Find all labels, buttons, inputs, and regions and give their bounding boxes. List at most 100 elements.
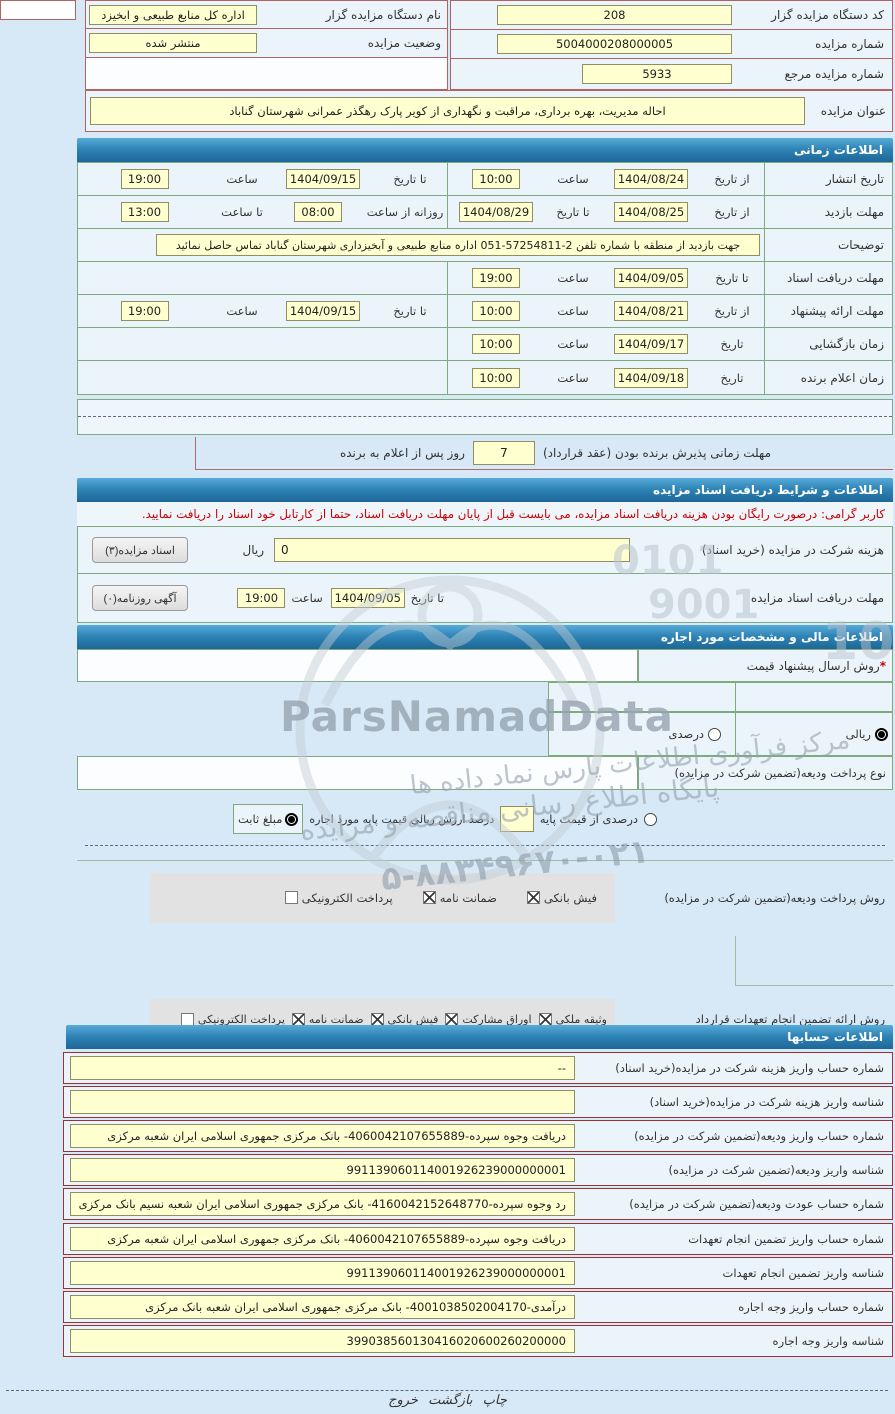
to-date-caption: تا تاریخ bbox=[393, 172, 427, 186]
percent-caption: درصد ارزش ریالی قیمت پایه مورد اجاره bbox=[309, 812, 495, 826]
price-type-percent-cell[interactable]: درصدی bbox=[548, 712, 735, 756]
rial-radio-label: ریالی bbox=[845, 727, 871, 741]
docs-to-date-field[interactable]: 1404/09/05 bbox=[614, 268, 688, 288]
option-label: فیش بانکی bbox=[387, 1012, 439, 1026]
deposit-method-option-guarantee-letter[interactable]: ضمانت نامه bbox=[422, 890, 497, 905]
offer-to-date-field[interactable]: 1404/09/15 bbox=[286, 301, 360, 321]
guarantee-option-guarantee-letter[interactable]: ضمانت نامه bbox=[291, 1012, 364, 1026]
footer-separator bbox=[6, 1390, 888, 1391]
account-row-field[interactable]: 991139060114001926239000000001 bbox=[70, 1261, 575, 1285]
auction-ref-field[interactable]: 5933 bbox=[582, 64, 732, 84]
deposit-method-option-bank-slip[interactable]: فیش بانکی bbox=[526, 891, 597, 905]
guarantee-option-bonds[interactable]: اوراق مشارکت bbox=[445, 1012, 532, 1026]
award-days-field[interactable]: 7 bbox=[472, 441, 535, 465]
publish-to-date-field[interactable]: 1404/09/15 bbox=[286, 169, 360, 189]
option-label: وثیقه ملکی bbox=[555, 1012, 607, 1026]
winner-time-field[interactable]: 10:00 bbox=[472, 367, 520, 388]
device-code-field[interactable]: 208 bbox=[497, 5, 732, 25]
docs-deadline-date-field[interactable]: 1404/09/05 bbox=[330, 588, 405, 608]
bank-slip-checkbox[interactable] bbox=[370, 1012, 384, 1026]
publish-from-time-field[interactable]: 10:00 bbox=[472, 169, 520, 189]
deposit-pay-type-row: نوع پرداخت ودیعه(تضمین شرکت در مزایده) bbox=[77, 756, 893, 790]
account-row-label: شماره حساب واریز هزینه شرکت در مزایده(خر… bbox=[615, 1061, 884, 1075]
exit-link[interactable]: خروج bbox=[388, 1393, 418, 1408]
offer-from-date-field[interactable]: 1404/08/21 bbox=[614, 301, 688, 321]
account-row-rent-number: شماره حساب واریز وجه اجاره درآمدی-400103… bbox=[63, 1291, 893, 1323]
account-row-deposit-id: شناسه واریز ودیعه(تضمین شرکت در مزایده) … bbox=[63, 1154, 893, 1186]
status-badge: منتشر شده bbox=[89, 33, 257, 53]
fixed-amount-cell[interactable]: مبلغ ثابت bbox=[233, 804, 304, 834]
offer-to-time-field[interactable]: 19:00 bbox=[120, 301, 169, 321]
opening-date-field[interactable]: 1404/09/17 bbox=[614, 334, 688, 354]
opening-time-field[interactable]: 10:00 bbox=[472, 334, 520, 354]
visit-from-date-field[interactable]: 1404/08/25 bbox=[614, 202, 688, 222]
auction-title-field[interactable]: احاله مدیریت، بهره برداری، مراقبت و نگهد… bbox=[90, 97, 805, 125]
publish-from-date-field[interactable]: 1404/08/24 bbox=[614, 169, 688, 189]
back-link[interactable]: بازگشت bbox=[428, 1393, 473, 1408]
award-acceptance-row: مهلت زمانی پذیرش برنده بودن (عقد قرارداد… bbox=[195, 437, 893, 470]
account-row-rent-id: شناسه واریز وجه اجاره 399038560130416020… bbox=[63, 1325, 893, 1357]
bonds-checkbox[interactable] bbox=[445, 1012, 459, 1026]
to-date-caption: تا تاریخ bbox=[410, 591, 444, 605]
org-name-field[interactable]: اداره کل منابع طبیعی و ابخیزد bbox=[89, 4, 257, 25]
winner-date-field[interactable]: 1404/09/18 bbox=[614, 367, 688, 388]
guarantee-letter-checkbox[interactable] bbox=[422, 891, 436, 904]
device-code-label: کد دستگاه مزایده گزار bbox=[771, 8, 884, 22]
deposit-pay-type-label: نوع پرداخت ودیعه(تضمین شرکت در مزایده) bbox=[674, 766, 886, 780]
guarantee-letter-checkbox[interactable] bbox=[291, 1012, 305, 1026]
electronic-payment-checkbox[interactable] bbox=[180, 1012, 194, 1026]
deposit-method-option-electronic[interactable]: پرداخت الکترونیکی bbox=[284, 890, 393, 905]
guarantee-option-electronic[interactable]: پرداخت الکترونیکی bbox=[180, 1012, 285, 1026]
newspaper-ad-button[interactable]: آگهی روزنامه(۰) bbox=[92, 585, 188, 611]
guarantee-option-bank-slip[interactable]: فیش بانکی bbox=[370, 1012, 439, 1026]
account-row-label: شناسه واریز وجه اجاره bbox=[772, 1334, 884, 1348]
account-row-field[interactable]: 991139060114001926239000000001 bbox=[70, 1158, 575, 1182]
docs-section-header: اطلاعات و شرایط دریافت اسناد مزایده bbox=[77, 478, 893, 502]
option-label: پرداخت الکترونیکی bbox=[301, 890, 393, 905]
account-row-field[interactable]: دریافت وجوه سپرده-4060042107655889- بانک… bbox=[70, 1124, 575, 1148]
visit-to-date-field[interactable]: 1404/08/29 bbox=[459, 202, 533, 222]
base-price-percent-field[interactable] bbox=[500, 806, 534, 832]
fee-field[interactable]: 0 bbox=[274, 538, 630, 562]
account-row-field[interactable]: 399038560130416020600260200000 bbox=[70, 1329, 575, 1353]
docs-receive-deadline-row: مهلت دریافت اسناد تا تاریخ 1404/09/05 سا… bbox=[78, 262, 892, 295]
docs-table: هزینه شرکت در مزایده (خرید اسناد) 0 ریال… bbox=[77, 526, 893, 623]
auction-docs-button[interactable]: اسناد مزایده(۳) bbox=[92, 537, 188, 563]
guarantee-option-property[interactable]: وثیقه ملکی bbox=[538, 1012, 607, 1026]
account-row-field[interactable]: درآمدی-4001038502004170- بانک مرکزی جمهو… bbox=[70, 1295, 575, 1319]
description-field[interactable]: جهت بازدید از منطقه با شماره تلفن 2-5725… bbox=[156, 234, 760, 256]
account-row-field[interactable] bbox=[70, 1090, 575, 1114]
visit-to-time-field[interactable]: 13:00 bbox=[120, 202, 169, 222]
device-code-row: کد دستگاه مزایده گزار 208 bbox=[451, 1, 892, 30]
rial-radio[interactable] bbox=[875, 727, 888, 741]
percent-radio[interactable] bbox=[708, 727, 721, 741]
electronic-payment-checkbox[interactable] bbox=[284, 891, 298, 904]
from-date-caption: از تاریخ bbox=[714, 304, 750, 318]
option-label: ضمانت نامه bbox=[439, 890, 497, 905]
fee-label: هزینه شرکت در مزایده (خرید اسناد) bbox=[701, 543, 884, 557]
percent-radio-label: درصدی bbox=[668, 727, 704, 741]
hour-caption: ساعت bbox=[226, 304, 258, 318]
account-row-field[interactable]: -- bbox=[70, 1056, 575, 1080]
property-collateral-checkbox[interactable] bbox=[538, 1012, 552, 1026]
print-link[interactable]: چاپ bbox=[482, 1393, 507, 1408]
account-row-label: شماره حساب واریز تضمین انجام تعهدات bbox=[688, 1232, 884, 1246]
winner-announce-label: زمان اعلام برنده bbox=[764, 361, 892, 394]
top-left-remnant-box bbox=[0, 0, 76, 20]
option-label: ضمانت نامه bbox=[308, 1012, 364, 1026]
to-date-caption: تا تاریخ bbox=[715, 271, 749, 285]
publish-date-row: تاریخ انتشار از تاریخ 1404/08/24 ساعت 10… bbox=[78, 163, 892, 196]
base-price-percent-radio[interactable] bbox=[644, 812, 657, 826]
account-row-field[interactable]: رد وجوه سپرده-4160042152648770- بانک مرک… bbox=[70, 1192, 575, 1216]
account-row-field[interactable]: دریافت وجوه سپرده-4060042107655889- بانک… bbox=[70, 1227, 575, 1251]
publish-to-time-field[interactable]: 19:00 bbox=[120, 169, 169, 189]
time-table: تاریخ انتشار از تاریخ 1404/08/24 ساعت 10… bbox=[77, 162, 893, 395]
price-type-rial-cell[interactable]: ریالی bbox=[735, 712, 893, 756]
docs-to-time-field[interactable]: 19:00 bbox=[472, 268, 520, 288]
fixed-amount-radio[interactable] bbox=[285, 812, 299, 826]
bank-slip-checkbox[interactable] bbox=[526, 891, 540, 904]
offer-from-time-field[interactable]: 10:00 bbox=[472, 301, 520, 321]
visit-from-time-field[interactable]: 08:00 bbox=[294, 202, 342, 222]
auction-number-field[interactable]: 5004000208000005 bbox=[497, 34, 732, 54]
docs-deadline-time-field[interactable]: 19:00 bbox=[237, 588, 286, 608]
